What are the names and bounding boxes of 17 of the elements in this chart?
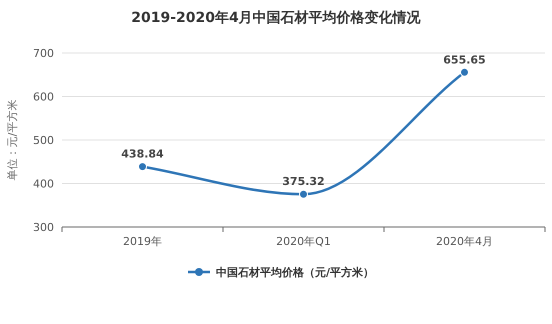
y-axis-title: 单位：元/平方米 xyxy=(6,100,19,180)
x-tick-label: 2020年Q1 xyxy=(276,235,331,248)
data-label: 375.32 xyxy=(282,175,325,188)
y-tick-label: 400 xyxy=(33,178,54,190)
legend-label: 中国石材平均价格（元/平方米） xyxy=(216,266,374,279)
y-tick-label: 300 xyxy=(33,221,54,234)
chart-title: 2019-2020年4月中国石材平均价格变化情况 xyxy=(131,9,422,26)
x-tick-label: 2020年4月 xyxy=(436,235,493,248)
y-tick-label: 700 xyxy=(33,47,54,60)
data-label: 438.84 xyxy=(121,148,164,161)
x-tick-label: 2019年 xyxy=(123,235,162,248)
y-tick-label: 600 xyxy=(33,90,54,104)
point xyxy=(299,190,308,199)
data-label: 655.65 xyxy=(443,53,486,66)
point xyxy=(460,68,469,77)
y-tick-label: 500 xyxy=(33,134,54,147)
point xyxy=(138,162,147,172)
